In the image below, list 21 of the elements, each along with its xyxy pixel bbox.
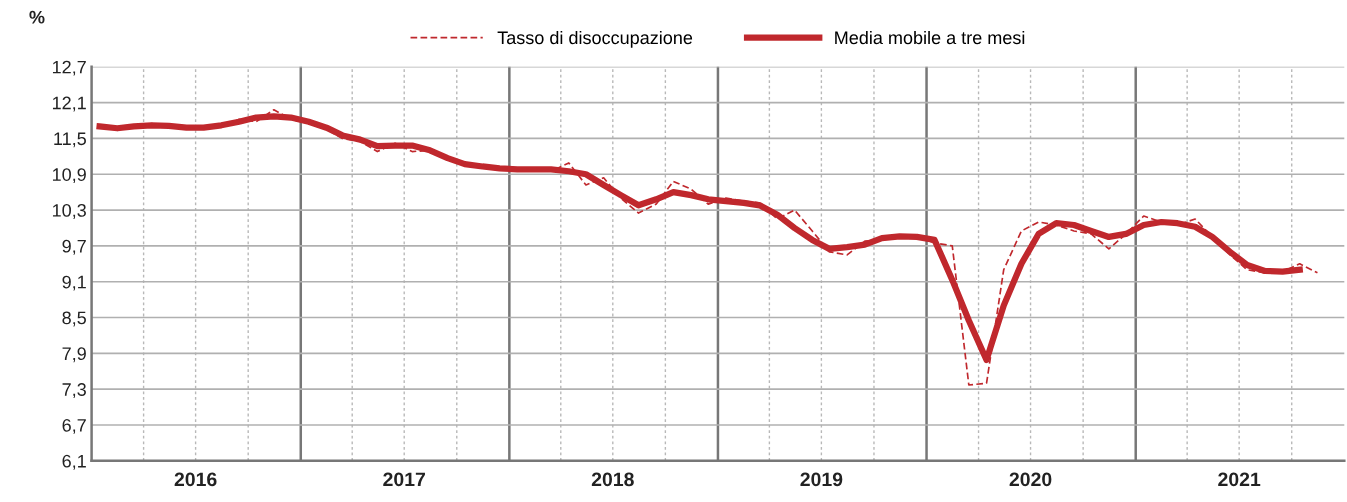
y-tick-label: 6,1 — [62, 454, 86, 470]
y-tick-label: 7,9 — [62, 347, 86, 363]
x-tick-label: 2016 — [174, 472, 217, 487]
y-tick-label: 9,7 — [62, 239, 86, 255]
y-tick-label: 10,9 — [52, 168, 86, 184]
x-tick-label: 2020 — [1009, 472, 1052, 487]
legend-label: Tasso di disoccupazione — [497, 30, 693, 48]
x-tick-label: 2017 — [383, 472, 425, 487]
y-tick-label: 12,7 — [52, 60, 86, 76]
y-tick-label: 12,1 — [52, 96, 86, 112]
y-tick-label: 9,1 — [62, 275, 86, 291]
y-tick-label: 6,7 — [62, 418, 86, 434]
y-tick-label: 8,5 — [62, 311, 86, 327]
y-tick-label: 11,5 — [54, 132, 86, 148]
x-tick-label: 2021 — [1218, 472, 1261, 487]
legend-label: Media mobile a tre mesi — [835, 30, 1025, 45]
x-tick-label: 2019 — [800, 472, 843, 487]
y-tick-label: 7,3 — [62, 383, 86, 399]
y-axis-title: % — [29, 10, 45, 24]
y-tick-label: 10,3 — [52, 204, 86, 219]
x-tick-label: 2018 — [591, 472, 634, 487]
